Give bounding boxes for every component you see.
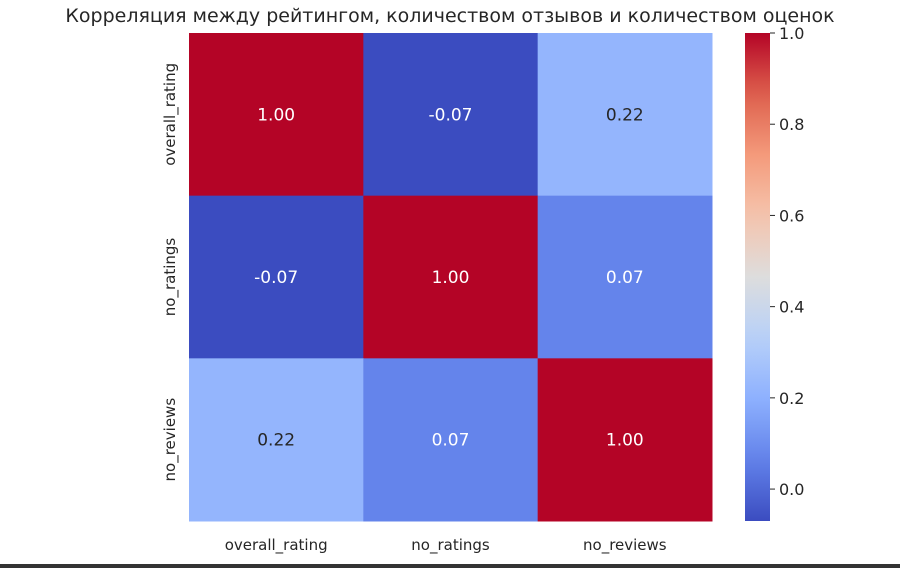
cell-annotation: 1.00 xyxy=(257,105,295,125)
cell-annotation: 1.00 xyxy=(432,268,470,288)
colorbar-tick-label: 0.8 xyxy=(779,115,804,134)
cell-annotation: -0.07 xyxy=(429,105,473,125)
x-tick-label: overall_rating xyxy=(225,536,328,555)
x-tick-label: no_reviews xyxy=(583,536,667,555)
heatmap-cell xyxy=(363,33,539,197)
heatmap-cell xyxy=(363,358,539,522)
heatmap-cell xyxy=(363,195,539,359)
colorbar-tick-label: 0.2 xyxy=(779,389,804,408)
cell-annotation: 0.22 xyxy=(606,105,644,125)
heatmap-cell xyxy=(189,358,364,522)
colorbar-tick-label: 0.4 xyxy=(779,298,804,317)
heatmap-cell xyxy=(537,358,713,522)
cell-annotation: 0.07 xyxy=(432,431,470,451)
colorbar-tick-label: 0.0 xyxy=(779,480,804,499)
y-tick-label: no_reviews xyxy=(161,398,180,482)
y-tick-label: no_ratings xyxy=(161,238,180,317)
cell-annotation: 0.22 xyxy=(257,431,295,451)
heatmap-cell xyxy=(189,195,364,359)
y-tick-label: overall_rating xyxy=(161,63,180,166)
colorbar-tick-label: 0.6 xyxy=(779,206,804,225)
heatmap-cell xyxy=(537,33,713,197)
heatmap-cell xyxy=(189,33,364,197)
colorbar xyxy=(745,33,770,521)
cell-annotation: 1.00 xyxy=(606,431,644,451)
chart-title: Корреляция между рейтингом, количеством … xyxy=(65,5,835,27)
window-bottom-edge xyxy=(0,564,900,568)
cell-annotation: -0.07 xyxy=(254,268,298,288)
cell-annotation: 0.07 xyxy=(606,268,644,288)
heatmap-cell xyxy=(537,195,713,359)
colorbar-tick-label: 1.0 xyxy=(779,24,804,43)
x-tick-label: no_ratings xyxy=(411,536,490,555)
